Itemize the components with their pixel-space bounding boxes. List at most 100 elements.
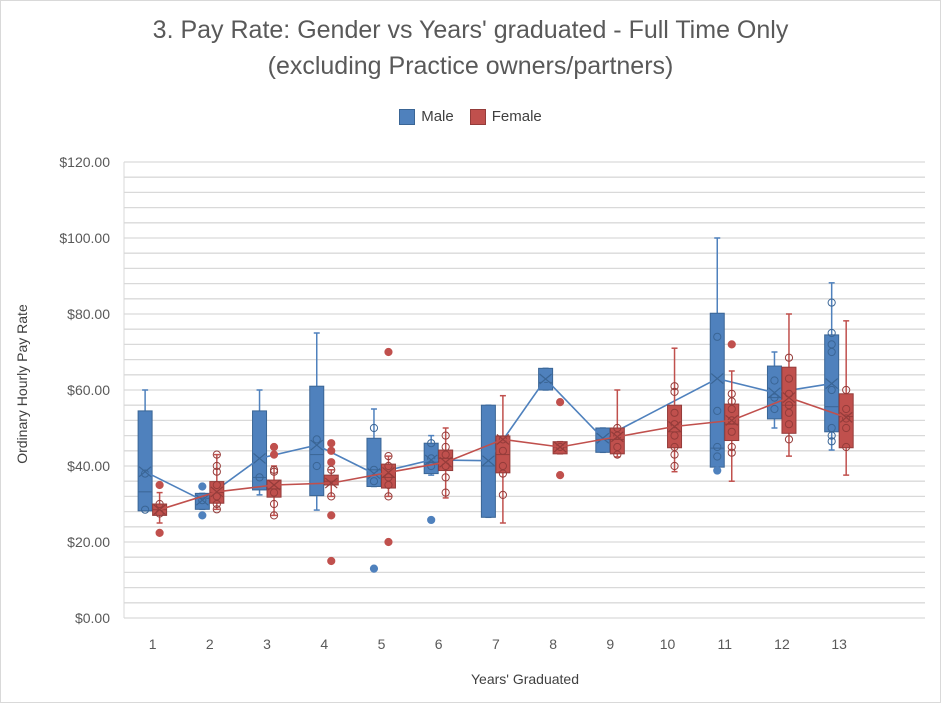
mean-marker <box>210 486 224 498</box>
data-point <box>327 439 336 448</box>
mean-marker <box>439 456 453 468</box>
data-point <box>670 382 679 391</box>
chart-subtitle: (excluding Practice owners/partners) <box>267 52 674 80</box>
data-point <box>713 406 722 415</box>
data-point <box>784 408 794 417</box>
mean-marker <box>768 387 781 399</box>
y-axis-title: Ordinary Hourly Pay Rate <box>14 304 30 464</box>
x-tick-label: 4 <box>320 636 328 652</box>
legend-swatch-female <box>469 108 486 125</box>
data-point <box>842 442 851 452</box>
data-point <box>269 467 279 476</box>
mean-line <box>144 377 832 502</box>
mean-marker <box>496 433 510 445</box>
x-tick-label: 1 <box>149 636 157 652</box>
data-point <box>427 515 436 525</box>
x-tick-label: 13 <box>831 636 847 652</box>
data-point <box>441 431 450 440</box>
data-point <box>212 461 221 471</box>
data-point <box>498 469 507 478</box>
mean-marker <box>825 378 839 390</box>
data-point <box>384 347 393 357</box>
data-point <box>784 353 794 362</box>
x-tick-label: 9 <box>606 636 614 652</box>
legend-item-female: Female <box>469 108 542 125</box>
mean-marker <box>725 414 739 426</box>
x-tick-label: 6 <box>435 636 443 652</box>
data-point <box>713 466 722 475</box>
data-point <box>498 446 507 455</box>
data-point <box>141 505 150 514</box>
box <box>709 312 725 468</box>
chart-title: 3. Pay Rate: Gender vs Years' graduated … <box>152 16 789 44</box>
mean-marker <box>138 466 152 478</box>
data-point <box>842 385 851 395</box>
mean-marker <box>367 468 381 480</box>
x-tick-label: 7 <box>492 636 500 652</box>
mean-marker <box>668 421 681 432</box>
box <box>309 385 325 497</box>
y-tick-label: $20.00 <box>67 534 110 550</box>
data-point <box>427 439 436 448</box>
data-point <box>784 420 794 429</box>
y-tick-label: $100.00 <box>59 230 110 246</box>
mean-marker <box>539 373 552 385</box>
x-tick-label: 2 <box>206 636 214 652</box>
data-point <box>384 492 393 501</box>
data-point <box>784 435 794 444</box>
mean-marker <box>782 392 796 404</box>
data-point <box>770 376 779 385</box>
box <box>323 474 339 486</box>
y-tick-label: $0.00 <box>75 610 110 626</box>
legend-item-male: Male <box>399 108 454 125</box>
data-point <box>827 298 836 307</box>
data-point <box>770 404 779 414</box>
data-point <box>327 556 336 566</box>
data-point <box>441 450 450 459</box>
data-point <box>613 450 622 459</box>
data-point <box>327 511 336 520</box>
data-point <box>255 473 264 482</box>
mean-marker <box>310 439 324 451</box>
data-point <box>212 480 221 490</box>
data-point <box>327 458 336 467</box>
data-point <box>827 385 836 395</box>
data-point <box>670 408 679 417</box>
data-point <box>842 423 851 433</box>
data-point <box>369 423 379 433</box>
mean-marker <box>382 466 395 478</box>
mean-marker <box>267 479 281 491</box>
x-tick-label: 3 <box>263 636 271 652</box>
x-tick-label: 8 <box>549 636 557 652</box>
mean-marker <box>153 504 166 516</box>
data-point <box>670 431 679 440</box>
data-point <box>312 461 321 471</box>
data-point <box>198 482 207 491</box>
data-point <box>842 414 851 423</box>
x-tick-label: 11 <box>717 636 732 652</box>
data-point <box>327 465 336 474</box>
box <box>366 437 382 488</box>
mean-marker <box>424 454 438 466</box>
mean-marker <box>839 411 853 423</box>
box <box>423 442 439 475</box>
data-point <box>269 499 279 509</box>
x-axis-title: Years' Graduated <box>470 671 579 687</box>
data-point <box>713 332 722 341</box>
legend-label-male: Male <box>421 108 454 125</box>
data-point <box>727 442 736 452</box>
data-point <box>670 461 679 471</box>
data-point <box>727 427 736 436</box>
mean-marker <box>553 441 567 453</box>
mean-marker <box>710 373 724 385</box>
data-point <box>369 564 379 573</box>
data-point <box>384 537 393 547</box>
data-point <box>556 398 565 407</box>
data-point <box>327 446 336 455</box>
data-point <box>269 450 279 459</box>
data-point <box>770 393 779 402</box>
data-point <box>312 435 321 444</box>
data-point <box>713 442 722 452</box>
data-point <box>155 499 164 509</box>
legend: Male Female <box>0 108 941 125</box>
